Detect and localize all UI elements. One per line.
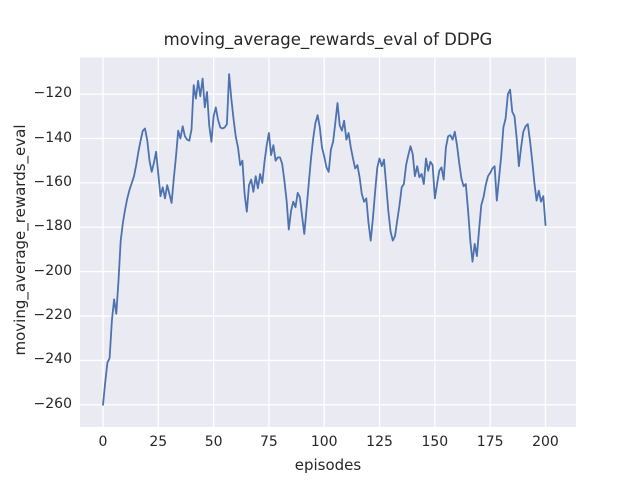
x-tick-label: 200 — [532, 434, 559, 450]
chart-title: moving_average_rewards_eval of DDPG — [163, 30, 493, 49]
y-tick-label: −160 — [33, 173, 72, 190]
y-tick-label: −180 — [33, 218, 72, 235]
x-tick-label: 0 — [98, 434, 108, 450]
y-tick-label: −240 — [33, 351, 72, 368]
y-tick-label: −200 — [33, 262, 72, 279]
x-tick-label: 125 — [366, 434, 393, 450]
y-tick-label: −260 — [33, 395, 72, 412]
plot-area — [80, 57, 576, 427]
y-tick-label: −220 — [33, 307, 72, 324]
x-tick-label: 75 — [260, 434, 278, 450]
y-tick-label: −140 — [33, 129, 72, 146]
y-tick-label: −120 — [33, 85, 72, 102]
x-tick-label: 50 — [204, 434, 223, 450]
x-tick-label: 175 — [476, 434, 504, 450]
x-tick-label: 100 — [310, 434, 338, 450]
x-tick-label: 150 — [421, 434, 449, 450]
line-series — [102, 73, 547, 406]
x-axis-label: episodes — [294, 456, 362, 474]
x-tick-label: 25 — [149, 434, 168, 450]
